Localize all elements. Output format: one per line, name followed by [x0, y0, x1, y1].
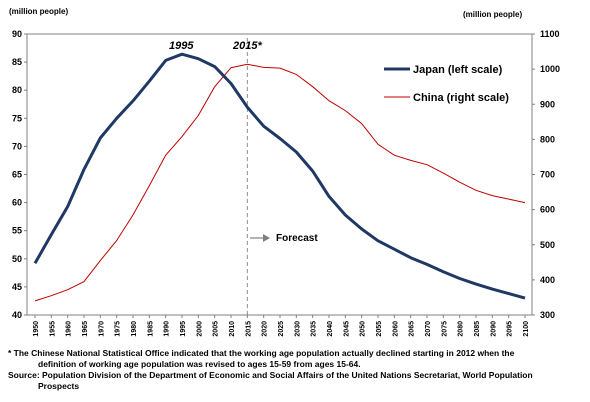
x-axis-ticks: 1950 1955 1960 1965 1970 1975 1980 1985 1990 1995…	[33, 315, 530, 337]
left-tick-label: 65	[12, 170, 22, 180]
x-tick-label: 2010	[229, 321, 236, 337]
x-tick-label: 1965	[82, 321, 89, 337]
left-tick-label: 75	[12, 113, 22, 123]
x-tick-label: 1980	[131, 321, 138, 337]
right-tick-label: 400	[540, 275, 555, 285]
right-tick-label: 600	[540, 205, 555, 215]
x-tick-label: 2100	[523, 321, 530, 337]
x-tick-label: 2065	[409, 321, 416, 337]
right-tick-label: 300	[540, 310, 555, 320]
source-line-2: Prospects	[38, 381, 80, 391]
right-tick-label: 1100	[540, 29, 560, 39]
right-tick-label: 900	[540, 99, 555, 109]
x-tick-label: 1970	[98, 321, 105, 337]
x-tick-label: 2030	[294, 321, 301, 337]
source-line-1: Source: Population Division of the Depar…	[8, 370, 533, 380]
x-tick-label: 2025	[278, 321, 285, 337]
x-tick-label: 1955	[49, 321, 56, 337]
forecast-marker: Forecast	[250, 233, 318, 244]
x-tick-label: 1985	[147, 321, 154, 337]
x-tick-label: 2020	[262, 321, 269, 337]
x-tick-label: 1960	[66, 321, 73, 337]
legend: Japan (left scale) China (right scale)	[384, 64, 509, 104]
series-line-china	[34, 63, 526, 302]
x-tick-label: 2085	[474, 321, 481, 337]
x-tick-label: 2045	[343, 321, 350, 337]
left-tick-label: 90	[12, 29, 22, 39]
x-tick-label: 1950	[33, 321, 40, 337]
x-tick-label: 1995	[180, 321, 187, 337]
x-tick-label: 2035	[311, 321, 318, 337]
right-tick-label: 700	[540, 170, 555, 180]
plot-area	[26, 33, 533, 316]
x-tick-label: 2080	[458, 321, 465, 337]
left-tick-label: 50	[12, 254, 22, 264]
right-tick-label: 500	[540, 240, 555, 250]
x-tick-label: 1990	[164, 321, 171, 337]
dual-axis-line-chart: (million people) (million people) 40 45 50…	[9, 7, 560, 337]
x-tick-label: 2000	[196, 321, 203, 337]
annotation-2015: 2015*	[232, 40, 262, 52]
x-tick-label: 2040	[327, 321, 334, 337]
note-line-1: * The Chinese National Statistical Offic…	[8, 348, 515, 358]
right-tick-label: 800	[540, 134, 555, 144]
left-tick-label: 80	[12, 85, 22, 95]
x-tick-label: 2050	[360, 321, 367, 337]
x-tick-label: 1975	[115, 321, 122, 337]
annotation-1995: 1995	[169, 40, 194, 52]
legend-label-japan: Japan (left scale)	[413, 64, 503, 76]
x-tick-label: 2095	[507, 321, 514, 337]
x-tick-label: 2005	[213, 321, 220, 337]
left-tick-label: 60	[12, 198, 22, 208]
left-tick-label: 70	[12, 141, 22, 151]
left-tick-label: 85	[12, 57, 22, 67]
x-tick-label: 2070	[425, 321, 432, 337]
x-tick-label: 2015	[245, 321, 252, 337]
x-tick-label: 2090	[490, 321, 497, 337]
series-line-japan	[33, 52, 526, 300]
left-tick-label: 45	[12, 282, 22, 292]
footnotes: * The Chinese National Statistical Offic…	[8, 348, 586, 392]
note-line-2: definition of working age population was…	[38, 359, 361, 369]
right-axis-unit: (million people)	[463, 10, 522, 19]
forecast-arrow-icon	[263, 234, 270, 242]
left-tick-label: 40	[12, 310, 22, 320]
left-axis-ticks: 40 45 50 55 60 65 70 75 80 85 90	[12, 29, 27, 320]
left-axis-unit: (million people)	[9, 7, 68, 16]
legend-label-china: China (right scale)	[413, 92, 509, 104]
x-tick-label: 2075	[441, 321, 448, 337]
right-axis-ticks: 300 400 500 600 700 800 900 1000 1100	[532, 29, 560, 320]
x-tick-label: 2060	[392, 321, 399, 337]
x-tick-label: 2055	[376, 321, 383, 337]
forecast-label: Forecast	[276, 233, 318, 244]
left-tick-label: 55	[12, 226, 22, 236]
right-tick-label: 1000	[540, 64, 560, 74]
